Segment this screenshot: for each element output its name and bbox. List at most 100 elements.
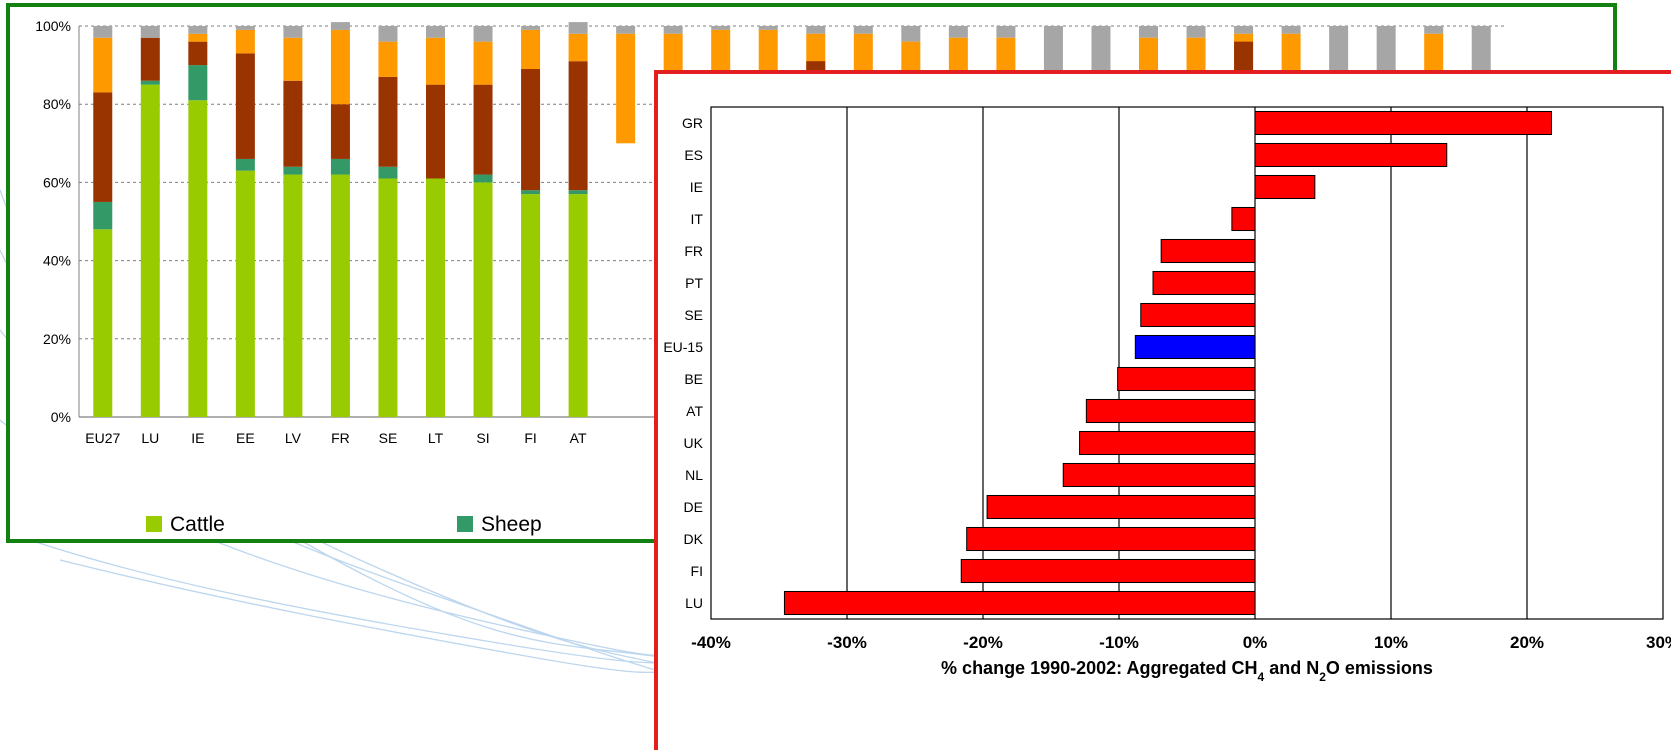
- category-label: LU: [685, 595, 703, 611]
- bar-segment-series-2: [473, 84, 493, 175]
- bar-ie: [1254, 174, 1316, 200]
- bar-segment-grey: [948, 26, 968, 38]
- bar-fi: [960, 558, 1256, 584]
- bar-segment-series-4: [235, 26, 255, 30]
- bar-segment-grey: [901, 26, 921, 42]
- x-tick-label: 0%: [1243, 633, 1268, 652]
- bar-uk: [1079, 430, 1256, 456]
- x-tick-label: 10%: [1374, 633, 1408, 652]
- bar-dk: [966, 526, 1256, 552]
- category-label: NL: [685, 467, 703, 483]
- bar-segment-series-3: [93, 37, 113, 93]
- bar-segment-cattle: [140, 84, 160, 418]
- bar-segment-series-4: [568, 22, 588, 34]
- bar-fr: [1160, 238, 1256, 264]
- bar-es: [1254, 142, 1448, 168]
- bar-segment-sheep: [188, 65, 208, 101]
- category-label: FR: [684, 243, 703, 259]
- bar-segment-series-2: [140, 37, 160, 81]
- category-label: IE: [690, 179, 703, 195]
- bar-segment-cattle: [521, 194, 541, 417]
- bars: [783, 110, 1552, 616]
- bar-segment-series-2: [188, 41, 208, 66]
- bar-segment-series-4: [330, 22, 350, 30]
- category-label: PT: [685, 275, 703, 291]
- bar-segment-grey: [663, 26, 683, 34]
- bar-segment-series-2: [330, 104, 350, 159]
- bar-segment-series-3: [473, 41, 493, 85]
- x-tick-label: FI: [524, 430, 536, 446]
- bar-segment-grey: [1234, 26, 1254, 34]
- bar-segment-sheep: [473, 174, 493, 183]
- bar-eu-15: [1134, 334, 1256, 360]
- bar-segment-series-4: [521, 26, 541, 30]
- bar-se: [1140, 302, 1256, 328]
- x-tick-label: 20%: [1510, 633, 1544, 652]
- category-label: DK: [684, 531, 704, 547]
- bar-segment-series-2: [521, 69, 541, 191]
- x-tick-label: -10%: [1099, 633, 1139, 652]
- bar-segment-sheep: [378, 166, 398, 179]
- x-tick-labels: -40% -30% -20% -10% 0% 10% 20% 30%: [691, 633, 1671, 652]
- bar-segment-sheep: [140, 80, 160, 85]
- category-label: ES: [684, 147, 703, 163]
- category-labels: GR ES IE IT FR PT SE EU-15 BE AT UK NL DE DK FI LU: [663, 115, 703, 611]
- x-tick-label: 30%: [1646, 633, 1671, 652]
- x-tick-label: -20%: [963, 633, 1003, 652]
- x-tick-label: -30%: [827, 633, 867, 652]
- bar-segment-cattle: [93, 229, 113, 417]
- x-tick-label: -40%: [691, 633, 731, 652]
- x-tick-label: LU: [141, 430, 159, 446]
- y-tick-labels: 0% 20% 40% 60% 80% 100%: [35, 18, 71, 425]
- bar-segment-grey: [806, 26, 826, 34]
- bar-segment-orange: [616, 33, 636, 144]
- bar-segment-series-4: [378, 26, 398, 42]
- legend-swatch-cattle: [146, 516, 162, 532]
- bar-pt: [1152, 270, 1256, 296]
- category-label: FI: [691, 563, 703, 579]
- bar-nl: [1062, 462, 1256, 488]
- bar-it: [1231, 206, 1256, 232]
- bar-segment-cattle: [330, 174, 350, 417]
- bar-segment-grey: [616, 26, 636, 34]
- x-tick-labels: EU27 LU IE EE LV FR SE LT SI FI AT: [85, 430, 587, 446]
- x-tick-label: LV: [285, 430, 302, 446]
- bar-segment-series-3: [235, 29, 255, 54]
- category-label: BE: [684, 371, 703, 387]
- bar-segment-series-4: [93, 26, 113, 38]
- bar-segment-series-3: [283, 37, 303, 81]
- x-tick-label: FR: [331, 430, 350, 446]
- horizontal-bar-svg: GR ES IE IT FR PT SE EU-15 BE AT UK NL DE DK FI LU -40%…: [663, 106, 1671, 684]
- bar-segment-cattle: [188, 100, 208, 417]
- legend-label-cattle: Cattle: [170, 513, 225, 536]
- bar-lu: [783, 590, 1256, 616]
- category-label: SE: [684, 307, 703, 323]
- category-label: AT: [686, 403, 703, 419]
- bar-segment-series-4: [426, 26, 445, 38]
- x-axis-title: % change 1990-2002: Aggregated CH4 and N…: [941, 658, 1433, 684]
- horizontal-bar-chart: GR ES IE IT FR PT SE EU-15 BE AT UK NL DE DK FI LU -40%…: [654, 70, 1671, 750]
- x-tick-label: IE: [191, 430, 204, 446]
- bar-segment-sheep: [93, 201, 113, 230]
- bar-de: [986, 494, 1256, 520]
- bar-segment-grey: [996, 26, 1016, 38]
- x-tick-label: LT: [428, 430, 444, 446]
- bar-segment-grey: [711, 26, 731, 30]
- category-label: GR: [682, 115, 703, 131]
- x-tick-label: SE: [379, 430, 398, 446]
- bar-segment-series-2: [235, 53, 255, 159]
- x-tick-label: AT: [570, 430, 587, 446]
- bar-segment-series-2: [568, 61, 588, 191]
- legend: Cattle Sheep: [146, 513, 542, 536]
- bar-segment-sheep: [283, 166, 303, 175]
- bar-segment-grey: [1424, 26, 1444, 34]
- bar-segment-series-2: [283, 80, 303, 167]
- bar-segment-series-4: [283, 26, 303, 38]
- x-tick-label: EE: [236, 430, 255, 446]
- bar-segment-series-3: [568, 33, 588, 62]
- bar-segment-cattle: [473, 182, 493, 417]
- bar-segment-series-3: [188, 33, 208, 42]
- bar-be: [1117, 366, 1256, 392]
- bar-segment-sheep: [521, 190, 541, 195]
- bar-segment-grey: [758, 26, 778, 30]
